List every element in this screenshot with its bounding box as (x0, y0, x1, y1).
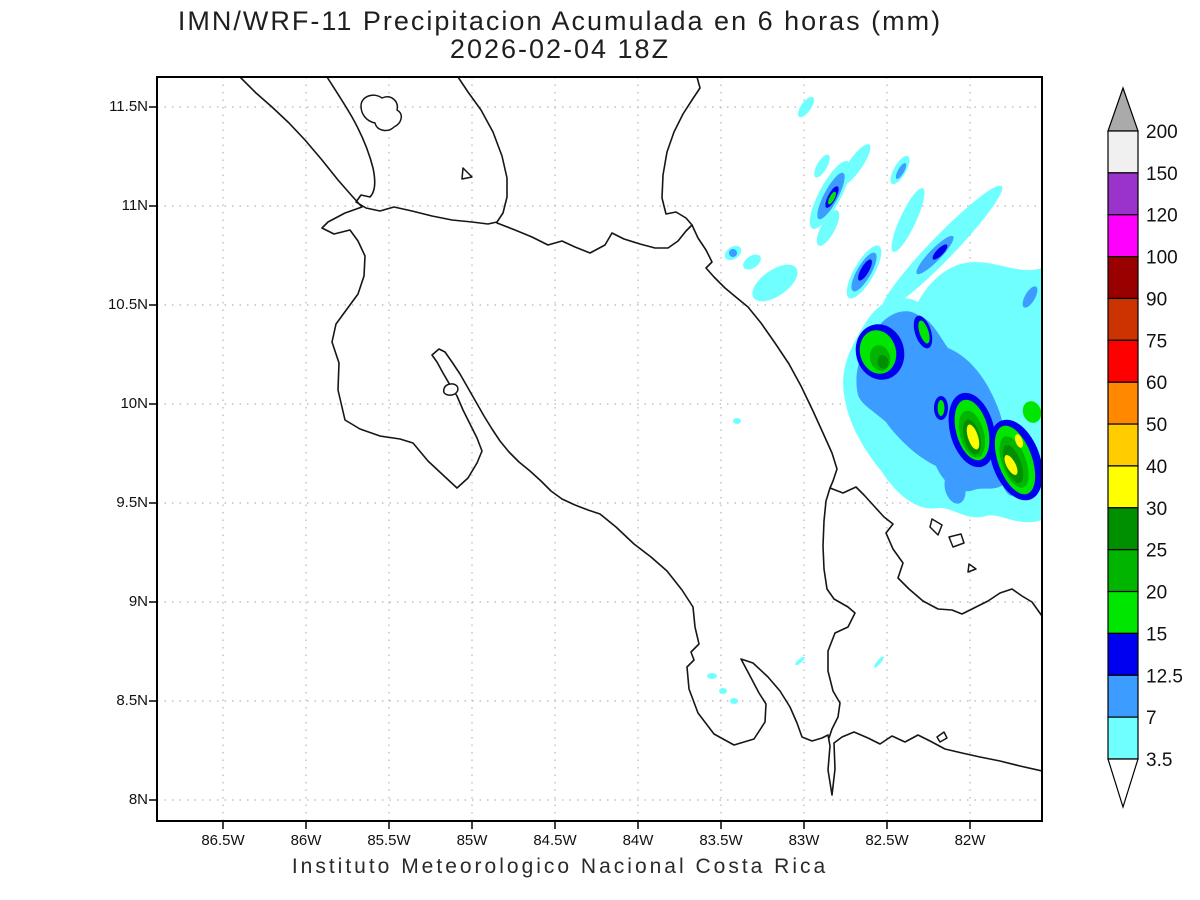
y-axis-label: 9.5N (116, 494, 148, 511)
precipitation-field (707, 96, 1042, 704)
colorbar-label: 60 (1146, 373, 1167, 394)
lat-lon-gridlines (157, 77, 1042, 821)
bocas-island-2 (948, 533, 965, 548)
x-axis-label: 83.5W (699, 832, 743, 849)
coastline-layer (239, 77, 1042, 796)
colorbar-label: 40 (1146, 457, 1167, 478)
y-axis-label: 9N (128, 593, 148, 610)
san-juan-river-border (496, 222, 693, 254)
bocas-island-3 (967, 563, 977, 573)
y-axis-label: 8.5N (116, 692, 148, 709)
x-axis-label: 83W (788, 832, 820, 849)
x-axis-label: 85.5W (367, 832, 411, 849)
lake-islet (461, 167, 473, 180)
colorbar-box (1107, 297, 1139, 341)
colorbar-box (1107, 172, 1139, 216)
bocas-island-1 (929, 518, 943, 536)
colorbar-label: 7 (1146, 708, 1157, 729)
x-axis-label: 82W (954, 832, 986, 849)
colorbar-label: 150 (1146, 164, 1178, 185)
pacific-coastline (239, 77, 1042, 796)
colorbar-label: 75 (1146, 331, 1167, 352)
page-title: IMN/WRF-11 Precipitacion Acumulada en 6 … (177, 6, 943, 36)
chira-island (442, 383, 459, 396)
pacific-islet (936, 731, 948, 743)
colorbar-box (1107, 590, 1139, 634)
colorbar-label: 90 (1146, 289, 1167, 310)
colorbar-box (1107, 381, 1139, 425)
y-axis-label: 8N (128, 791, 148, 808)
page-subtitle-datetime: 2026-02-04 18Z (449, 34, 671, 64)
x-axis-label: 86W (290, 832, 322, 849)
colorbar-box (1107, 674, 1139, 718)
axis-ticks (149, 106, 971, 829)
colorbar-label: 100 (1146, 248, 1178, 269)
y-axis-label: 10N (120, 395, 148, 412)
colorbar-label: 120 (1146, 206, 1178, 227)
x-axis-label: 82.5W (865, 832, 909, 849)
colorbar-label: 50 (1146, 415, 1167, 436)
x-axis-label: 86.5W (201, 832, 245, 849)
y-axis-label: 11N (121, 197, 148, 214)
colorbar-bottom-arrow (1107, 758, 1139, 810)
footer-caption: Instituto Meteorologico Nacional Costa R… (291, 855, 829, 878)
colorbar-box (1107, 130, 1139, 174)
colorbar-box (1107, 423, 1139, 467)
map-frame (156, 76, 1043, 822)
colorbar-box (1107, 256, 1139, 300)
y-axis-label: 11.5N (109, 98, 148, 115)
ometepe-island (360, 94, 402, 132)
colorbar-box (1107, 716, 1139, 760)
colorbar-label: 25 (1146, 541, 1167, 562)
x-axis-label: 84W (622, 832, 654, 849)
colorbar-box (1107, 214, 1139, 258)
y-axis-label: 10.5N (107, 296, 148, 313)
colorbar-label: 30 (1146, 499, 1167, 520)
colorbar-box (1107, 632, 1139, 676)
x-axis-label: 85W (456, 832, 488, 849)
precipitation-colorbar: 200 150 120 100 90 75 60 50 40 30 25 20 15 12.5 7 3.5 (1107, 86, 1183, 810)
lake-nicaragua-shore (326, 77, 508, 225)
colorbar-top-arrow (1107, 86, 1139, 132)
caribbean-coastline (661, 77, 1042, 617)
colorbar-box (1107, 507, 1139, 551)
colorbar-label: 15 (1146, 624, 1167, 645)
colorbar-label: 12.5 (1146, 666, 1183, 687)
colorbar-label: 3.5 (1146, 750, 1172, 771)
colorbar-label: 200 (1146, 122, 1178, 143)
colorbar-box (1107, 339, 1139, 383)
colorbar-box (1107, 549, 1139, 593)
colorbar-label: 20 (1146, 583, 1167, 604)
x-axis-label: 84.5W (533, 832, 577, 849)
panama-border-line (822, 487, 856, 739)
precip-level-30mm (966, 424, 1024, 475)
colorbar-box (1107, 465, 1139, 509)
